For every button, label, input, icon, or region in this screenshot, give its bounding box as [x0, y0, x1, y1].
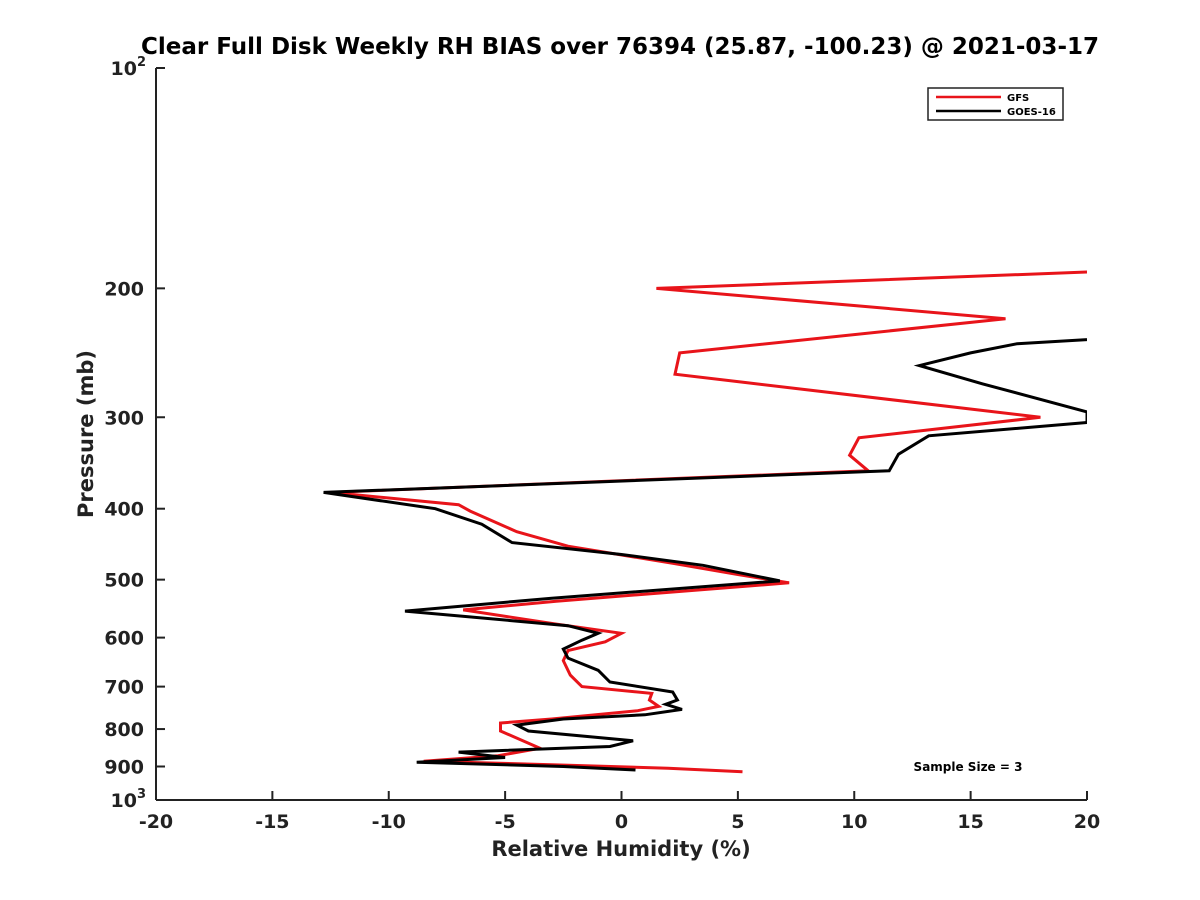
x-tick-label: 5 [731, 811, 744, 833]
y-tick-label: 300 [104, 407, 144, 429]
series-line-gfs [330, 270, 1087, 774]
y-tick-label: 500 [104, 570, 144, 592]
y-tick-label: 200 [104, 278, 144, 300]
y-tick-base: 10 [111, 58, 137, 80]
legend-box [927, 87, 1064, 121]
y-axis-label: Pressure (mb) [74, 350, 98, 518]
legend-label-gfs: GFS [1007, 93, 1029, 104]
y-tick-label: 900 [104, 757, 144, 779]
x-axis-label: Relative Humidity (%) [491, 837, 750, 861]
sample-size-annotation: Sample Size = 3 [914, 760, 1023, 774]
legend-label-goes16: GOES-16 [1007, 107, 1056, 118]
y-tick-label: 600 [104, 628, 144, 650]
y-tick-label: 102 [111, 55, 147, 80]
y-tick-label: 103 [111, 787, 147, 812]
legend: GFS GOES-16 [927, 87, 1064, 121]
x-tick-label: -10 [372, 811, 406, 833]
series-line-goes16 [323, 338, 1087, 772]
chart-title: Clear Full Disk Weekly RH BIAS over 7639… [141, 34, 1099, 60]
x-tick-label: -15 [255, 811, 289, 833]
x-tick-label: 15 [957, 811, 983, 833]
x-tick-label: -5 [495, 811, 516, 833]
y-tick-base: 10 [111, 790, 137, 812]
y-tick-label: 400 [104, 499, 144, 521]
x-tick-label: -20 [139, 811, 173, 833]
y-tick-label: 700 [104, 677, 144, 699]
y-tick-label: 800 [104, 719, 144, 741]
x-axis-ticks: -20 -15 -10 -5 0 5 10 15 20 [139, 791, 1100, 833]
y-tick-exponent: 3 [137, 787, 146, 802]
x-tick-label: 10 [841, 811, 867, 833]
series-layer [323, 270, 1087, 774]
x-tick-label: 0 [615, 811, 628, 833]
y-tick-exponent: 2 [137, 55, 146, 70]
x-tick-label: 20 [1074, 811, 1100, 833]
